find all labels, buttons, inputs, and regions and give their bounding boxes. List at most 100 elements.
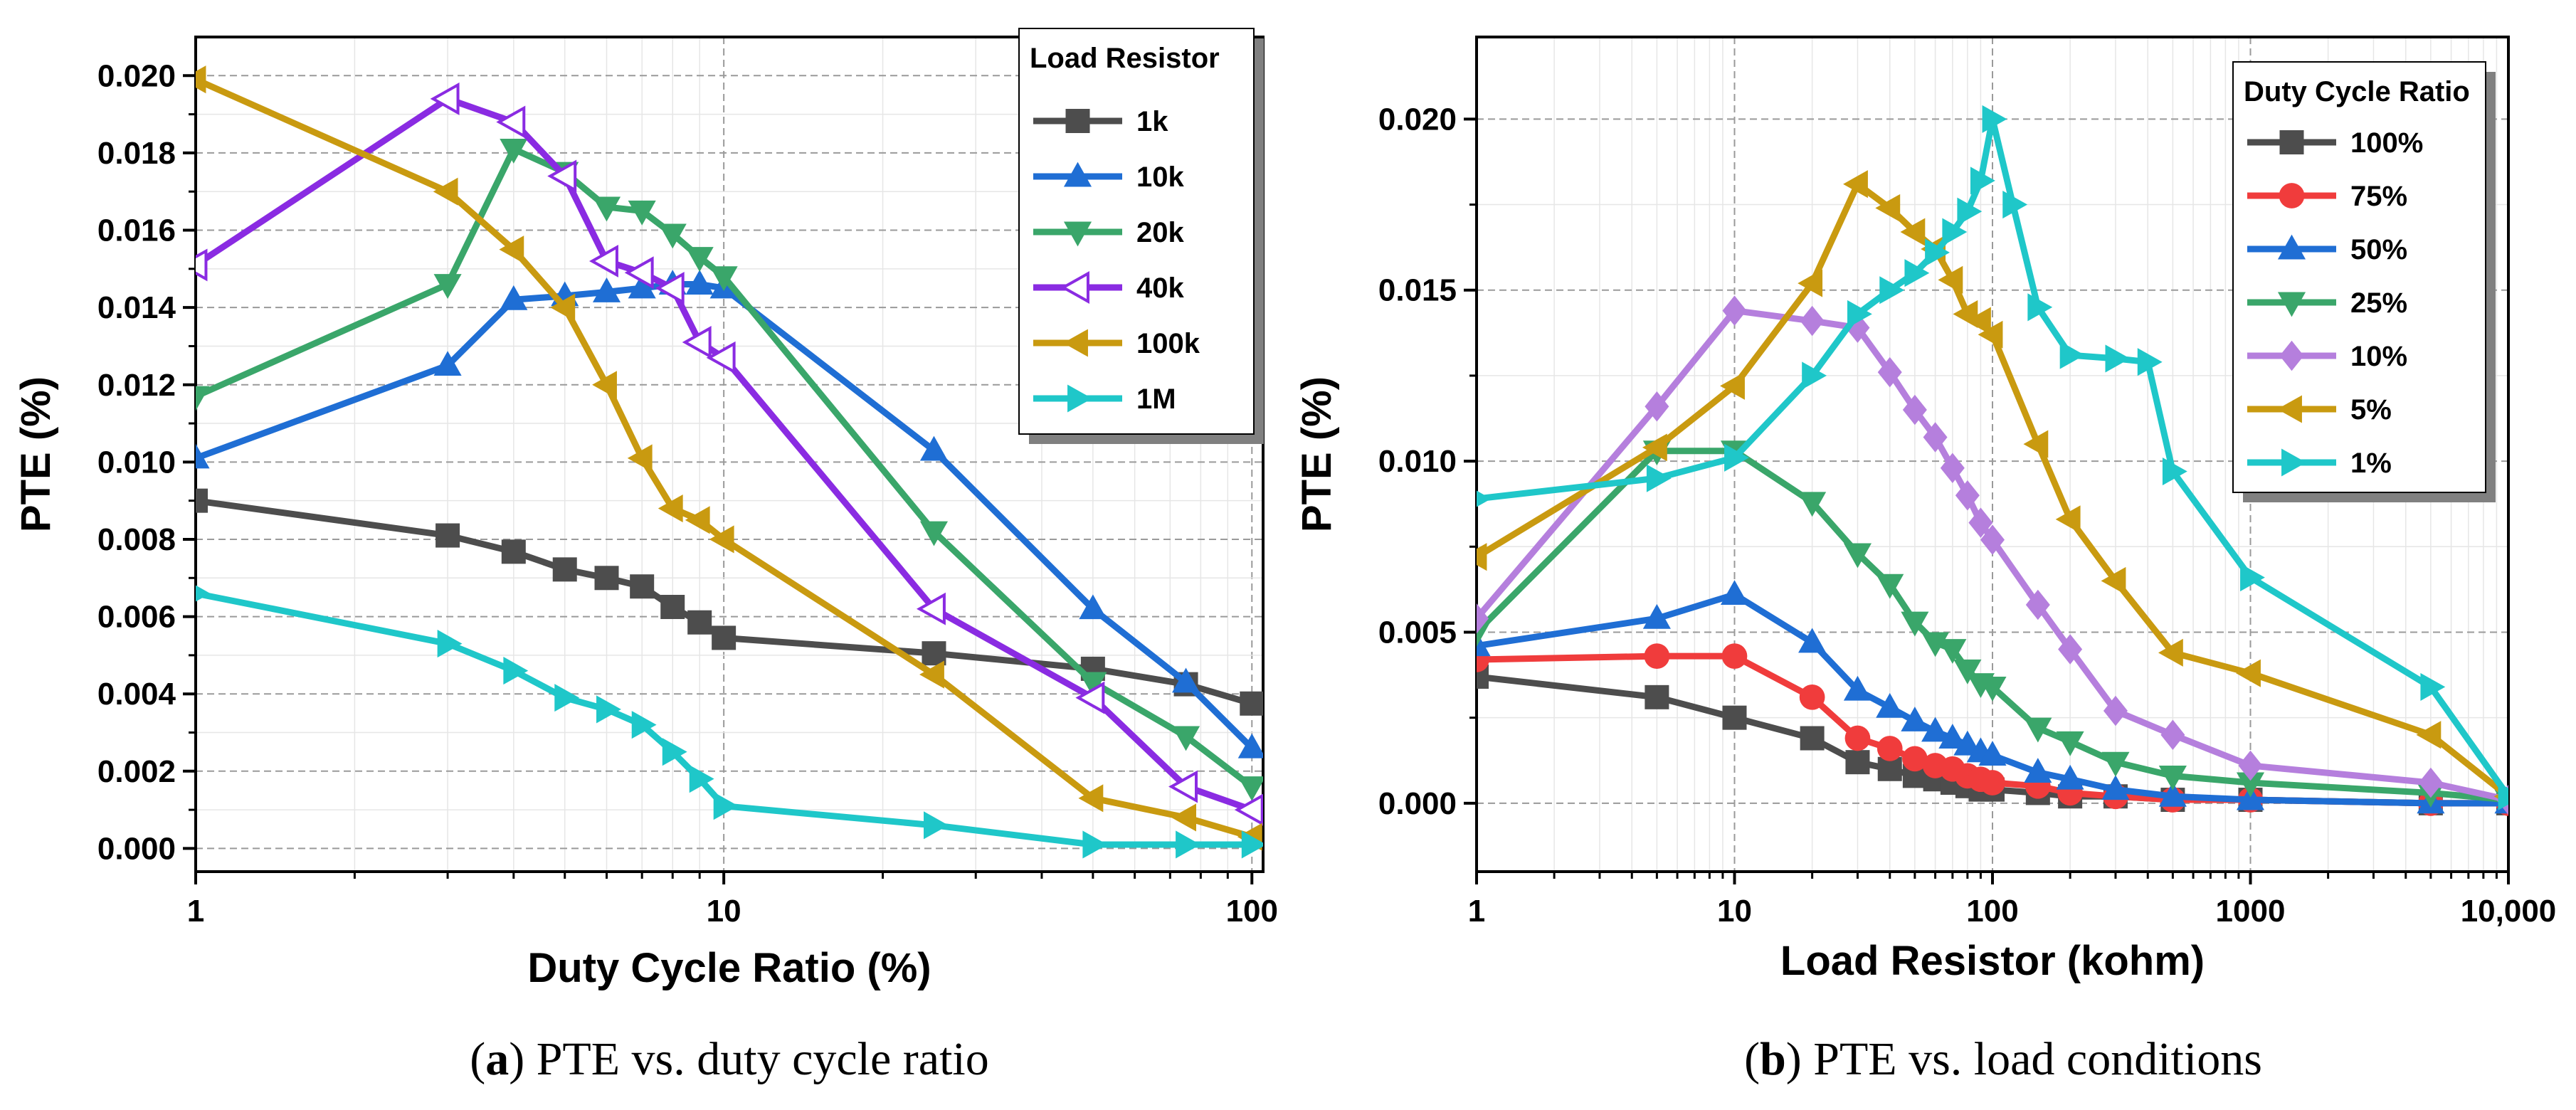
data-point bbox=[685, 247, 714, 272]
series-50% bbox=[1477, 580, 2508, 814]
data-point bbox=[496, 105, 526, 139]
legend: Load Resistor 1k 10k 20k 40k 100k 1M bbox=[1018, 28, 1264, 444]
data-point bbox=[2158, 765, 2187, 791]
y-tick-label: 0.000 bbox=[97, 831, 176, 866]
data-point bbox=[658, 223, 687, 249]
data-point bbox=[919, 521, 949, 546]
data-point bbox=[1844, 725, 1871, 751]
data-point bbox=[430, 82, 460, 115]
data-point bbox=[1237, 733, 1263, 758]
data-point bbox=[687, 610, 712, 635]
data-point bbox=[196, 443, 210, 469]
data-point bbox=[1724, 443, 1749, 472]
data-point bbox=[1172, 726, 1200, 751]
data-point bbox=[1800, 305, 1825, 337]
y-tick-label: 0.018 bbox=[97, 136, 176, 171]
data-point bbox=[1970, 166, 1995, 195]
data-point bbox=[2420, 672, 2446, 701]
data-point bbox=[1722, 705, 1747, 730]
data-point bbox=[2058, 634, 2083, 665]
x-axis-title: Duty Cycle Ratio (%) bbox=[527, 945, 931, 991]
data-point bbox=[2024, 717, 2052, 743]
legend-label: 20k bbox=[1136, 217, 1184, 248]
legend-swatch-marker bbox=[2279, 340, 2304, 371]
data-point bbox=[1176, 830, 1200, 859]
data-point bbox=[685, 270, 714, 295]
x-tick-label: 1 bbox=[187, 894, 204, 929]
data-point bbox=[1645, 684, 1669, 709]
data-point bbox=[499, 236, 524, 264]
data-point bbox=[2101, 775, 2130, 800]
legend-label: 100% bbox=[2350, 127, 2423, 159]
data-point bbox=[550, 293, 576, 322]
data-point bbox=[1800, 726, 1825, 751]
series-1k bbox=[196, 488, 1263, 716]
x-tick-label: 1000 bbox=[2216, 894, 2286, 929]
data-point bbox=[1799, 684, 1825, 710]
data-point bbox=[554, 684, 580, 712]
series-group bbox=[196, 65, 1263, 859]
data-point bbox=[1900, 218, 1926, 246]
data-point bbox=[2056, 731, 2084, 756]
series-40k bbox=[196, 82, 1263, 826]
data-point bbox=[1978, 320, 2003, 349]
data-point bbox=[1879, 276, 1905, 305]
caption-text: PTE vs. duty cycle ratio bbox=[524, 1033, 989, 1085]
data-point bbox=[594, 566, 619, 591]
y-axis-title: PTE (%) bbox=[13, 376, 59, 532]
caption-close: ) bbox=[1786, 1033, 1802, 1085]
data-point bbox=[1240, 691, 1263, 716]
data-point bbox=[1968, 507, 1993, 538]
data-point bbox=[709, 266, 738, 292]
data-point bbox=[685, 506, 710, 534]
x-axis-title: Load Resistor (kohm) bbox=[1780, 938, 2205, 984]
series-1% bbox=[1477, 105, 2508, 810]
legend-label: 10k bbox=[1136, 162, 1184, 193]
data-point bbox=[924, 811, 949, 840]
legend-swatch-marker bbox=[1063, 329, 1088, 357]
caption-close: ) bbox=[509, 1033, 524, 1085]
legend-swatch-marker bbox=[1063, 162, 1092, 187]
series-100k bbox=[196, 65, 1262, 851]
data-point bbox=[196, 386, 210, 411]
data-point bbox=[500, 139, 528, 164]
legend-label: 5% bbox=[2350, 394, 2392, 426]
x-tick-label: 10,000 bbox=[2461, 894, 2557, 929]
data-point bbox=[1955, 480, 1980, 511]
data-point bbox=[196, 585, 211, 602]
data-point bbox=[2236, 772, 2265, 798]
data-point bbox=[1843, 170, 1868, 199]
data-point bbox=[1644, 643, 1670, 669]
data-point bbox=[2059, 341, 2085, 369]
data-point bbox=[2160, 719, 2185, 750]
x-tick-label: 10 bbox=[707, 894, 741, 929]
data-point bbox=[436, 523, 460, 548]
data-point bbox=[2238, 750, 2263, 781]
data-point bbox=[627, 444, 653, 472]
x-tick-label: 100 bbox=[1966, 894, 2018, 929]
legend: Duty Cycle Ratio 100% 75% 50% 25% 10% 5% 1% bbox=[2232, 61, 2496, 502]
data-point bbox=[1876, 574, 1904, 599]
data-point bbox=[2002, 191, 2028, 219]
data-point bbox=[919, 435, 949, 461]
data-point bbox=[2105, 344, 2131, 373]
data-point bbox=[1171, 803, 1197, 832]
data-point bbox=[1978, 741, 2007, 766]
data-point bbox=[2024, 758, 2052, 783]
data-point bbox=[1875, 194, 1901, 222]
data-point bbox=[592, 278, 621, 302]
data-point bbox=[916, 592, 946, 625]
data-point bbox=[1923, 422, 1948, 453]
caption-open: ( bbox=[1744, 1033, 1760, 1085]
data-point bbox=[1079, 594, 1107, 620]
y-tick-label: 0.006 bbox=[97, 600, 176, 635]
panel-b: 1 10 100 1000 10,000 0.000 0.005 0.010 0.015 0.02… bbox=[1294, 36, 2557, 1085]
data-point bbox=[1720, 580, 1749, 606]
data-point bbox=[706, 341, 736, 374]
data-point bbox=[630, 574, 655, 599]
y-tick-label: 0.016 bbox=[97, 213, 176, 248]
data-point bbox=[1876, 736, 1903, 761]
legend-swatch-marker bbox=[1067, 384, 1092, 413]
caption-letter: a bbox=[485, 1033, 509, 1085]
